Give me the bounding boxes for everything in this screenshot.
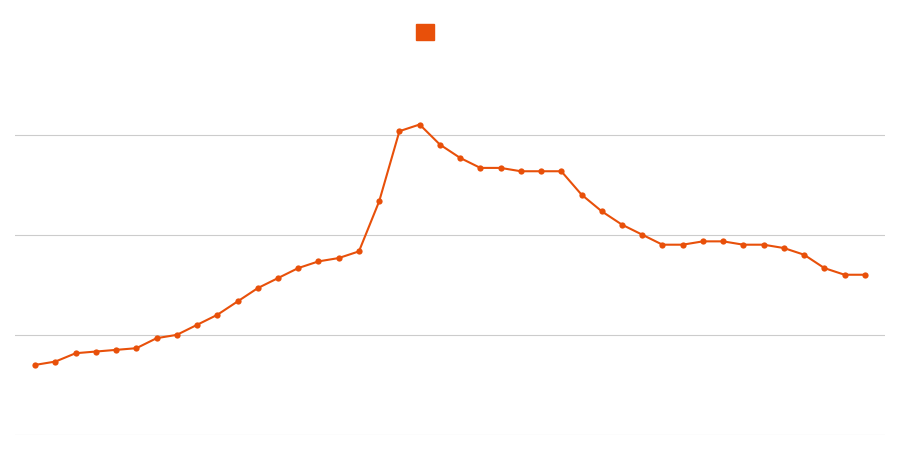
価格 (172, 332, 183, 338)
価格 (354, 249, 364, 254)
価格 (313, 259, 324, 264)
価格 (576, 192, 587, 197)
価格 (839, 272, 850, 278)
価格 (292, 266, 303, 271)
価格 (232, 299, 243, 304)
価格 (798, 252, 809, 257)
価格 (556, 169, 567, 174)
価格 (50, 359, 61, 364)
価格 (616, 222, 627, 227)
価格 (91, 349, 102, 354)
価格 (30, 362, 40, 368)
価格 (252, 285, 263, 291)
価格 (131, 346, 142, 351)
価格 (192, 322, 202, 328)
価格 (536, 169, 546, 174)
Line: 価格: 価格 (32, 122, 868, 368)
価格 (597, 209, 608, 214)
価格 (435, 142, 446, 147)
価格 (860, 272, 870, 278)
価格 (778, 245, 789, 251)
価格 (151, 336, 162, 341)
価格 (637, 232, 648, 238)
価格 (495, 165, 506, 171)
価格 (717, 238, 728, 244)
価格 (758, 242, 769, 248)
価格 (333, 255, 344, 261)
価格 (111, 347, 122, 352)
価格 (374, 198, 384, 204)
Legend: 価格: 価格 (409, 16, 491, 47)
価格 (698, 238, 708, 244)
価格 (475, 165, 486, 171)
価格 (212, 312, 222, 318)
価格 (738, 242, 749, 248)
価格 (414, 122, 425, 127)
価格 (678, 242, 688, 248)
価格 (454, 155, 465, 161)
価格 (394, 129, 405, 134)
価格 (819, 266, 830, 271)
価格 (273, 275, 284, 281)
価格 (657, 242, 668, 248)
価格 (70, 351, 81, 356)
価格 (516, 169, 526, 174)
